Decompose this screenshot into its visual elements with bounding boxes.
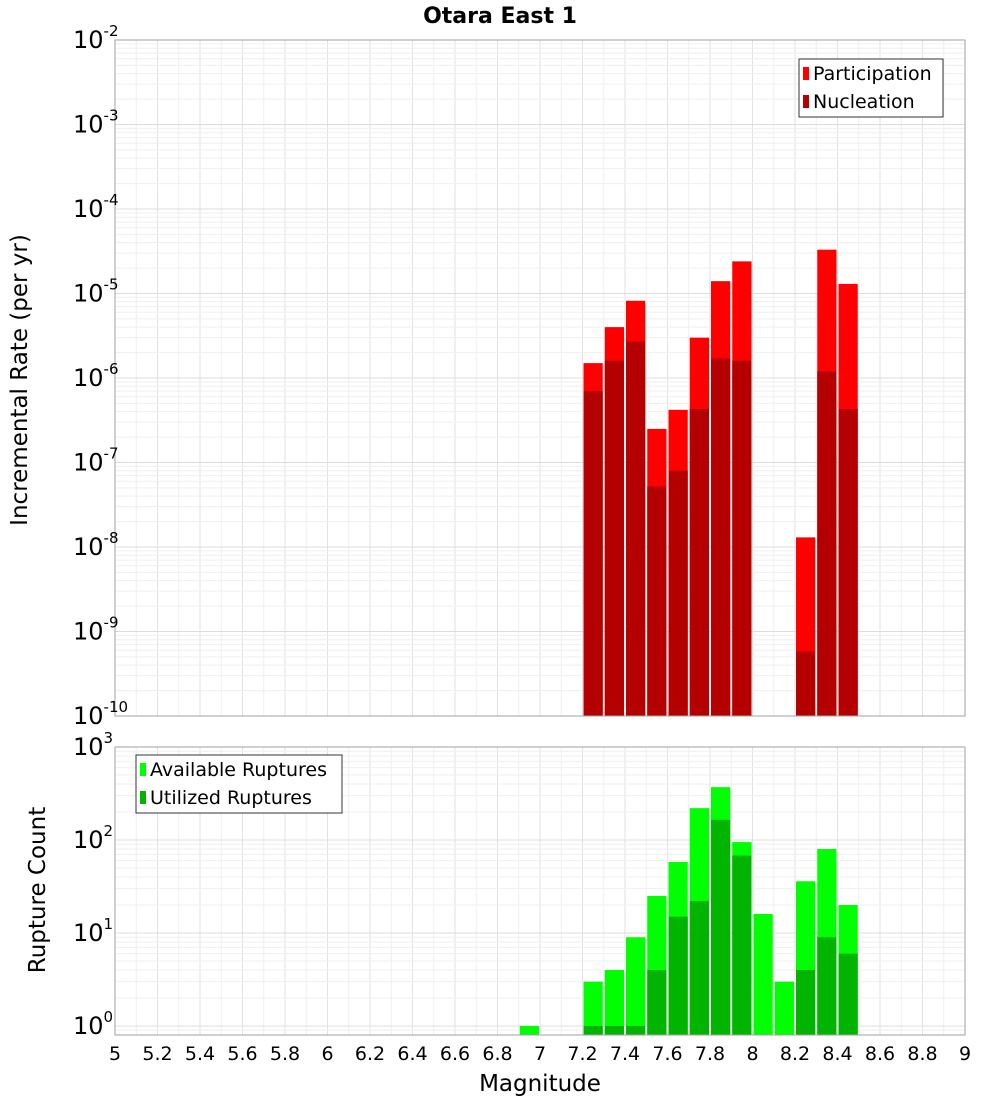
x-tick-label: 8.6 bbox=[865, 1043, 895, 1065]
x-tick-label: 6 bbox=[321, 1043, 333, 1065]
y-tick-label: 10-2 bbox=[73, 22, 119, 54]
bar-utilized-ruptures bbox=[689, 901, 709, 1035]
y-tick-label: 10-10 bbox=[73, 698, 128, 730]
bar-utilized-ruptures bbox=[732, 855, 752, 1035]
x-ticks: 5 5.2 5.4 5.6 5.8 6 6.2 6.4 6.6 6.8 7 7.2 7.4 7.6 7.8 8… bbox=[109, 1043, 971, 1065]
grid bbox=[115, 40, 965, 716]
bar-utilized-ruptures bbox=[583, 1025, 603, 1035]
legend-label-participation: Participation bbox=[813, 63, 932, 85]
plot-frame bbox=[114, 39, 966, 717]
x-tick-label: 9 bbox=[959, 1043, 971, 1065]
y-tick-label: 10-6 bbox=[73, 360, 119, 392]
y-tick-label: 10-9 bbox=[73, 614, 119, 646]
x-tick-label: 5 bbox=[109, 1043, 121, 1065]
rate-legend: Participation Nucleation bbox=[798, 58, 944, 118]
x-tick-label: 8 bbox=[746, 1043, 758, 1065]
legend-label-nucleation: Nucleation bbox=[813, 91, 915, 113]
bar-available-ruptures bbox=[519, 1025, 539, 1035]
y-tick-label: 10-5 bbox=[73, 276, 119, 308]
bar-available-ruptures bbox=[626, 937, 646, 1035]
bar-utilized-ruptures bbox=[668, 916, 688, 1035]
bar-utilized-ruptures bbox=[838, 953, 858, 1035]
bar-nucleation bbox=[796, 651, 816, 716]
x-tick-label: 7 bbox=[534, 1043, 546, 1065]
count-legend: Available Ruptures Utilized Ruptures bbox=[135, 754, 343, 814]
bar-nucleation bbox=[647, 486, 667, 716]
x-tick-label: 6.8 bbox=[482, 1043, 512, 1065]
x-tick-label: 7.4 bbox=[610, 1043, 640, 1065]
count-bars bbox=[519, 787, 858, 1035]
x-tick-label: 7.2 bbox=[567, 1043, 597, 1065]
bar-nucleation bbox=[583, 391, 603, 716]
y-tick-label: 10-7 bbox=[73, 445, 119, 477]
bar-utilized-ruptures bbox=[796, 969, 816, 1035]
x-tick-label: 5.4 bbox=[185, 1043, 215, 1065]
chart-title: Otara East 1 bbox=[423, 4, 577, 29]
bar-nucleation bbox=[711, 358, 731, 716]
rate-y-ticks: 10-10 10-9 10-8 10-7 10-6 10-5 10-4 10-3 10-2 bbox=[73, 22, 128, 730]
y-tick-label: 103 bbox=[73, 729, 113, 761]
bar-nucleation bbox=[626, 341, 646, 716]
x-tick-label: 5.8 bbox=[270, 1043, 300, 1065]
rupture-count-plot: 100 101 102 103 Available Ruptures Utilized R… bbox=[73, 729, 966, 1040]
bar-nucleation bbox=[838, 408, 858, 716]
rate-plot: 10-10 10-9 10-8 10-7 10-6 10-5 10-4 10-3 10-2 Par… bbox=[73, 22, 966, 730]
bar-utilized-ruptures bbox=[647, 969, 667, 1035]
plot-frame bbox=[114, 746, 966, 1036]
legend-label-utilized-ruptures: Utilized Ruptures bbox=[150, 787, 312, 809]
bar-utilized-ruptures bbox=[626, 1025, 646, 1035]
bar-available-ruptures bbox=[753, 914, 773, 1035]
x-tick-label: 7.6 bbox=[652, 1043, 682, 1065]
bar-nucleation bbox=[604, 360, 624, 716]
legend-swatch-participation bbox=[803, 67, 809, 80]
x-tick-label: 5.2 bbox=[142, 1043, 172, 1065]
y-tick-label: 10-8 bbox=[73, 529, 119, 561]
legend-box bbox=[135, 754, 343, 814]
x-tick-label: 6.4 bbox=[397, 1043, 427, 1065]
bar-available-ruptures bbox=[774, 981, 794, 1035]
bar-utilized-ruptures bbox=[604, 1025, 624, 1035]
x-tick-label: 6.2 bbox=[355, 1043, 385, 1065]
rate-bars bbox=[583, 249, 858, 716]
y-tick-label: 10-3 bbox=[73, 107, 119, 139]
x-tick-label: 5.6 bbox=[227, 1043, 257, 1065]
y-axis-label-rate: Incremental Rate (per yr) bbox=[7, 234, 33, 526]
bar-nucleation bbox=[817, 371, 837, 716]
x-tick-label: 7.8 bbox=[695, 1043, 725, 1065]
x-tick-label: 8.4 bbox=[822, 1043, 852, 1065]
bar-available-ruptures bbox=[604, 969, 624, 1035]
bar-nucleation bbox=[668, 470, 688, 716]
bar-utilized-ruptures bbox=[711, 819, 731, 1035]
bar-available-ruptures bbox=[583, 981, 603, 1035]
count-y-ticks: 100 101 102 103 bbox=[73, 729, 113, 1040]
legend-swatch-available-ruptures bbox=[140, 763, 146, 776]
bar-utilized-ruptures bbox=[817, 937, 837, 1035]
x-axis-label: Magnitude bbox=[479, 1071, 601, 1097]
bar-nucleation bbox=[732, 360, 752, 716]
legend-swatch-nucleation bbox=[803, 95, 809, 108]
bar-nucleation bbox=[689, 408, 709, 716]
y-tick-label: 10-4 bbox=[73, 191, 119, 223]
x-tick-label: 8.2 bbox=[780, 1043, 810, 1065]
x-tick-label: 8.8 bbox=[907, 1043, 937, 1065]
y-tick-label: 102 bbox=[73, 822, 113, 854]
y-tick-label: 100 bbox=[73, 1008, 113, 1040]
x-tick-label: 6.6 bbox=[440, 1043, 470, 1065]
legend-box bbox=[798, 58, 944, 118]
legend-swatch-utilized-ruptures bbox=[140, 791, 146, 804]
y-tick-label: 101 bbox=[73, 915, 113, 947]
y-axis-label-count: Rupture Count bbox=[25, 807, 51, 973]
legend-label-available-ruptures: Available Ruptures bbox=[150, 759, 327, 781]
